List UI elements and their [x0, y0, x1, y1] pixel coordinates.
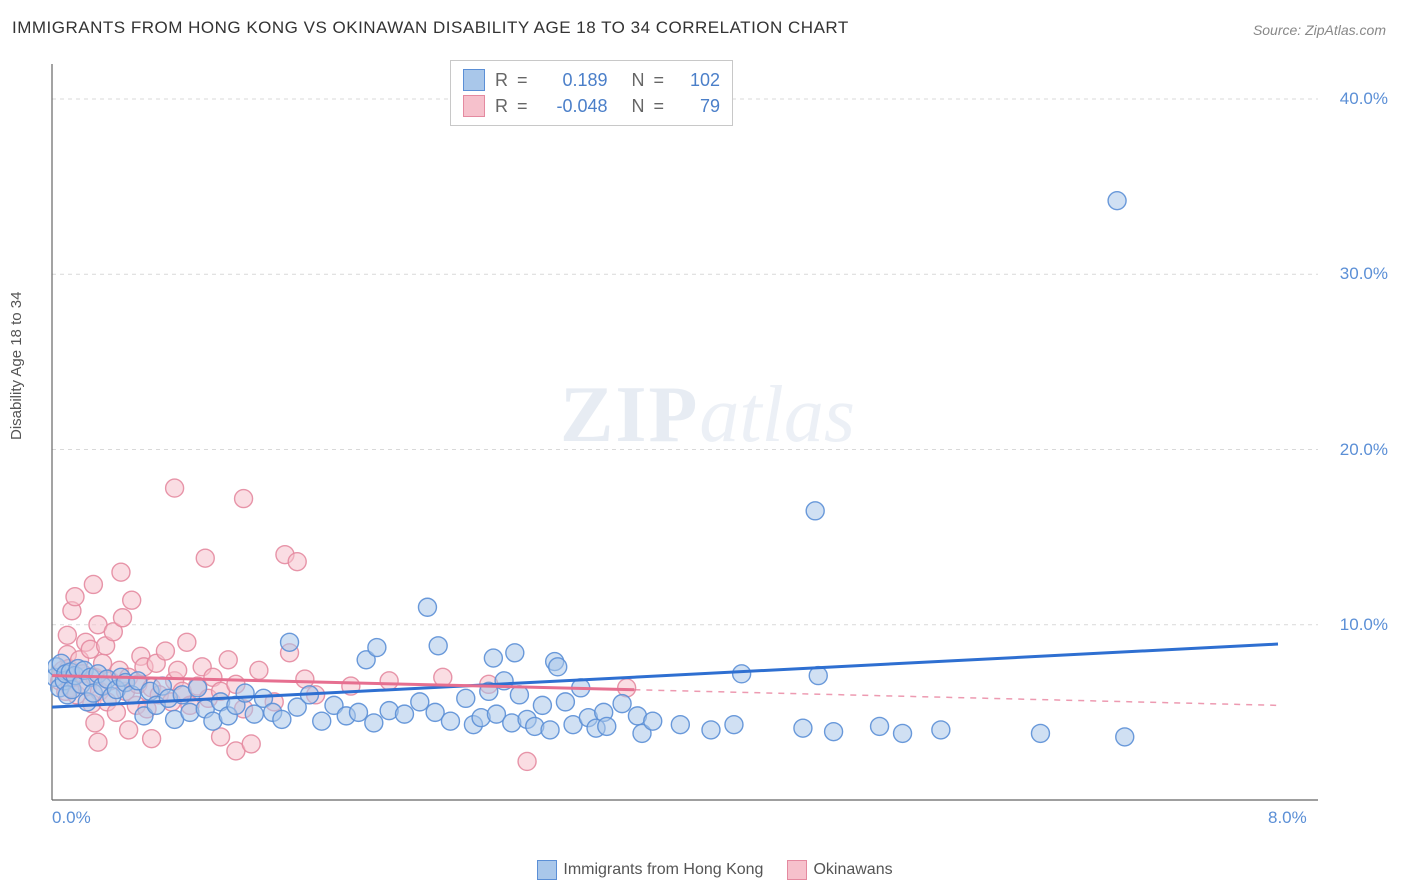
- n-label: N =: [632, 70, 667, 91]
- source-label: Source:: [1253, 22, 1301, 38]
- y-tick-label: 30.0%: [1340, 264, 1388, 284]
- r-value: -0.048: [540, 96, 608, 117]
- stats-legend-row: R = -0.048 N = 79: [463, 93, 720, 119]
- n-value: 79: [676, 96, 720, 117]
- scatter-chart: [48, 56, 1338, 834]
- stats-legend: R = 0.189 N = 102 R = -0.048 N = 79: [450, 60, 733, 126]
- r-value: 0.189: [540, 70, 608, 91]
- bottom-legend: Immigrants from Hong Kong Okinawans: [0, 860, 1406, 880]
- x-tick-label: 0.0%: [52, 808, 91, 828]
- legend-swatch: [463, 69, 485, 91]
- legend-swatch: [787, 860, 807, 880]
- r-label: R =: [495, 70, 530, 91]
- y-tick-label: 10.0%: [1340, 615, 1388, 635]
- n-label: N =: [632, 96, 667, 117]
- y-axis-label: Disability Age 18 to 34: [8, 292, 25, 440]
- y-tick-label: 20.0%: [1340, 440, 1388, 460]
- y-tick-label: 40.0%: [1340, 89, 1388, 109]
- legend-swatch: [463, 95, 485, 117]
- plot-area: [48, 56, 1338, 834]
- x-tick-label: 8.0%: [1268, 808, 1307, 828]
- stats-legend-row: R = 0.189 N = 102: [463, 67, 720, 93]
- r-label: R =: [495, 96, 530, 117]
- source-name: ZipAtlas.com: [1305, 22, 1386, 38]
- source-attribution: Source: ZipAtlas.com: [1253, 22, 1386, 38]
- n-value: 102: [676, 70, 720, 91]
- chart-title: IMMIGRANTS FROM HONG KONG VS OKINAWAN DI…: [12, 18, 849, 38]
- legend-label: Okinawans: [813, 861, 892, 878]
- legend-label: Immigrants from Hong Kong: [563, 861, 763, 878]
- legend-swatch: [537, 860, 557, 880]
